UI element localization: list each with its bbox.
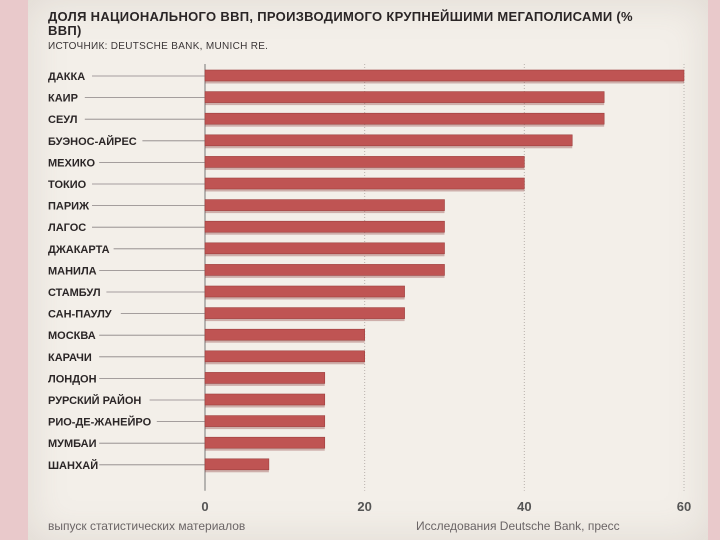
chart-source: ИСТОЧНИК: DEUTSCHE BANK, MUNICH RE.	[48, 41, 269, 52]
bar	[204, 199, 445, 211]
category-label: ДЖАКАРТА	[48, 244, 110, 256]
x-tick-label: 60	[677, 499, 691, 514]
bar	[204, 393, 326, 406]
bar	[204, 220, 445, 233]
category-label: САН-ПАУЛУ	[48, 309, 112, 321]
bar	[204, 285, 405, 298]
bar	[204, 264, 445, 276]
category-label: КАИР	[48, 93, 78, 105]
bar	[204, 415, 326, 427]
bar	[204, 328, 365, 341]
bar	[204, 112, 605, 125]
category-label: КАРАЧИ	[48, 352, 92, 364]
chart-title: ДОЛЯ НАЦИОНАЛЬНОГО ВВП, ПРОИЗВОДИМОГО КР…	[48, 9, 633, 38]
category-label: ЛОНДОН	[48, 373, 97, 385]
category-label: РИО-ДЕ-ЖАНЕЙРО	[48, 416, 152, 429]
bar	[204, 156, 525, 168]
x-tick-label: 40	[517, 499, 531, 514]
category-label: ТОКИО	[48, 179, 87, 191]
footer-right-text: Исследования Deutsche Bank, пресс	[416, 519, 620, 533]
bar	[204, 177, 525, 190]
bar	[204, 69, 685, 82]
bar	[204, 372, 326, 384]
x-tick-label: 0	[201, 499, 208, 514]
category-label: МЕХИКО	[48, 157, 95, 169]
bar	[204, 458, 270, 471]
x-tick-label: 20	[357, 499, 371, 514]
category-label: СТАМБУЛ	[48, 287, 101, 299]
category-label: БУЭНОС-АЙРЕС	[48, 135, 137, 148]
bar	[204, 436, 326, 449]
category-label: ЛАГОС	[48, 222, 86, 234]
category-label: МАНИЛА	[48, 265, 97, 277]
footer-left-text: выпуск статистических материалов	[48, 519, 246, 533]
bar	[204, 91, 605, 103]
category-label: СЕУЛ	[48, 114, 77, 126]
category-label: ДАККА	[48, 71, 85, 83]
category-label: МОСКВА	[48, 330, 96, 342]
bar	[204, 307, 405, 319]
category-label: МУМБАИ	[48, 438, 97, 450]
bar	[204, 134, 573, 147]
category-label: РУРСКИЙ РАЙОН	[48, 394, 141, 407]
bar	[204, 350, 365, 363]
category-label: ШАНХАЙ	[48, 459, 98, 472]
category-label: ПАРИЖ	[48, 201, 89, 213]
bar	[204, 242, 445, 255]
